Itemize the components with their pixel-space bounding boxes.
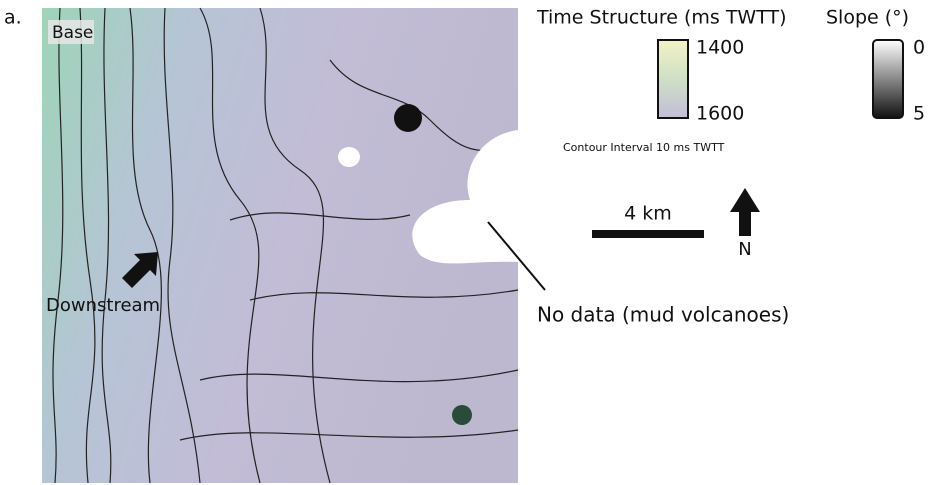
colorbar-label: 1400 [696,37,744,59]
north-arrow [730,188,760,236]
scale-bar [592,230,704,238]
colorbar-label: 1600 [696,103,744,125]
north-label: N [738,239,751,260]
crater [452,405,472,425]
flow-label: Downstream [46,295,160,316]
figure: a. Base Downstream No data (mud volcanoe… [0,0,947,485]
surface-label: Base [52,23,93,43]
no-data-area [338,147,360,167]
scale-label: 4 km [624,203,672,225]
slope-colorbar [873,40,903,118]
colorbar-label: 0 [913,37,925,59]
contour-note: Contour Interval 10 ms TWTT [563,141,725,154]
no-data-label: No data (mud volcanoes) [537,303,789,327]
crater [394,104,422,132]
legend-title: Slope (°) [826,7,909,29]
time-colorbar [658,40,688,118]
colorbar-label: 5 [913,103,925,125]
panel-label: a. [4,7,22,29]
legend-title: Time Structure (ms TWTT) [536,7,787,29]
map: Base Downstream [42,8,518,483]
